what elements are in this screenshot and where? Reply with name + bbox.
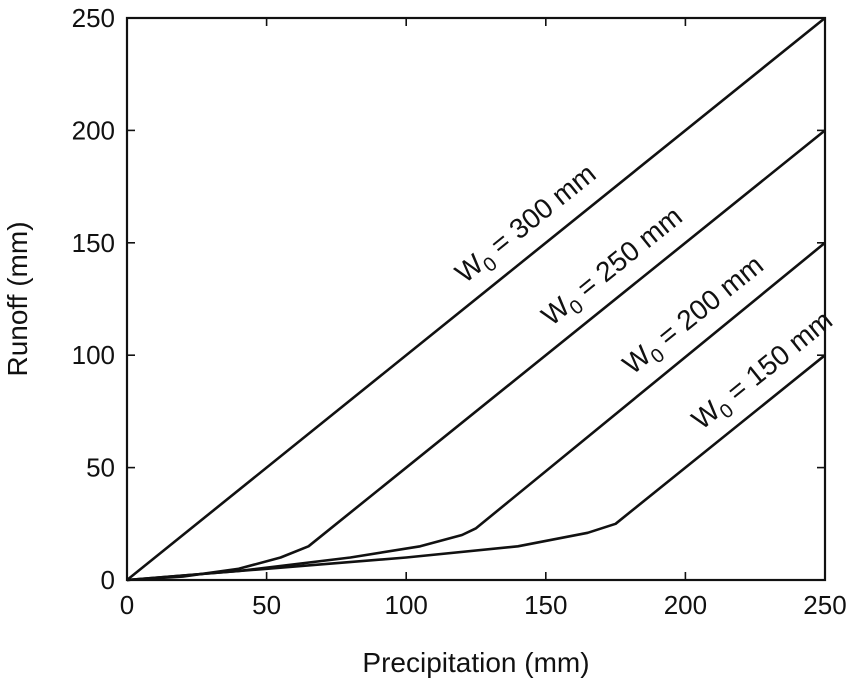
y-tick-label-4: 200 xyxy=(72,115,115,145)
x-tick-label-2: 100 xyxy=(385,590,428,620)
x-tick-label-0: 0 xyxy=(120,590,134,620)
series-line-0 xyxy=(126,16,826,582)
x-tick-label-1: 50 xyxy=(252,590,281,620)
series-group xyxy=(126,16,826,582)
y-tick-label-3: 150 xyxy=(72,228,115,258)
x-tick-label-5: 250 xyxy=(803,590,846,620)
y-tick-label-1: 50 xyxy=(86,453,115,483)
plot-frame xyxy=(125,16,827,582)
x-axis-title: Precipitation (mm) xyxy=(362,647,589,678)
x-tick-label-4: 200 xyxy=(664,590,707,620)
y-axis-title: Runoff (mm) xyxy=(2,221,33,376)
x-tick-label-3: 150 xyxy=(524,590,567,620)
y-tick-label-2: 100 xyxy=(72,340,115,370)
axis-ticks: 0 50 100 150 200 250 0 50 100 150 200 250 xyxy=(72,3,847,620)
curve-label-3: W0 = 150 mm xyxy=(686,304,842,440)
series-line-3 xyxy=(126,354,826,582)
series-line-1 xyxy=(126,129,826,582)
y-tick-label-0: 0 xyxy=(101,565,115,595)
y-tick-label-5: 250 xyxy=(72,3,115,33)
